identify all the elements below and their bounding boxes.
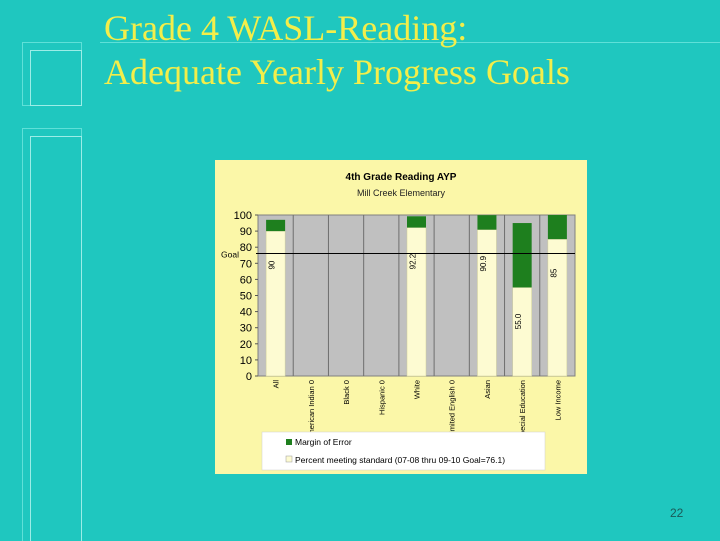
y-tick-label: 90: [240, 226, 252, 238]
chart-container: 4th Grade Reading AYP Mill Creek Elementa…: [215, 160, 587, 474]
page-number: 22: [670, 506, 684, 520]
slide-title-line-2: Adequate Yearly Progress Goals: [104, 52, 570, 92]
x-tick-label: Special Education: [518, 380, 527, 440]
bar-percent-meeting: [547, 238, 568, 377]
bar-percent-meeting: [477, 229, 497, 377]
bar-margin-of-error: [266, 219, 286, 232]
bar-percent-meeting: [265, 230, 286, 377]
legend-box: [261, 431, 546, 471]
data-label: 90: [268, 260, 277, 269]
slide-title: Grade 4 WASL-Reading: Adequate Yearly Pr…: [104, 6, 704, 94]
legend-swatch-percent-meeting: [285, 455, 293, 463]
ayp-bar-chart: 4th Grade Reading AYP Mill Creek Elementa…: [221, 172, 576, 471]
x-tick-label: Limited English 0: [448, 380, 457, 437]
bar-percent-meeting: [406, 227, 427, 377]
decorative-frame-inner: [30, 50, 82, 106]
y-tick-label: 60: [240, 274, 252, 286]
y-tick-label: 100: [234, 210, 252, 222]
y-tick-label: 40: [240, 307, 252, 319]
decorative-line: [100, 42, 720, 43]
x-tick-label: Low Income: [553, 380, 562, 420]
x-tick-label: Black 0: [342, 380, 351, 405]
bar-margin-of-error: [547, 215, 567, 240]
bar-percent-meeting: [512, 287, 532, 377]
goal-label: Goal: [221, 249, 239, 259]
x-tick-label: White: [413, 380, 422, 399]
legend-label-margin-of-error: Margin of Error: [295, 437, 352, 447]
chart-title: 4th Grade Reading AYP: [346, 172, 457, 183]
y-tick-label: 80: [240, 242, 252, 254]
data-label: 85: [549, 268, 558, 277]
slide-title-line-1: Grade 4 WASL-Reading:: [104, 8, 468, 48]
chart-subtitle: Mill Creek Elementary: [357, 188, 446, 198]
decorative-frame-inner: [30, 136, 82, 541]
x-tick-label: All: [272, 380, 281, 389]
data-label: 55.0: [514, 313, 523, 329]
x-tick-label: American Indian 0: [307, 380, 316, 440]
y-tick-label: 20: [240, 339, 252, 351]
y-tick-label: 50: [240, 291, 252, 303]
legend-label-percent-meeting: Percent meeting standard (07-08 thru 09-…: [295, 455, 505, 465]
bar-margin-of-error: [477, 215, 497, 230]
x-tick-label: Hispanic 0: [377, 380, 386, 415]
bar-margin-of-error: [512, 223, 532, 288]
y-tick-label: 0: [246, 371, 252, 383]
y-tick-label: 30: [240, 323, 252, 335]
y-tick-label: 70: [240, 258, 252, 270]
bar-margin-of-error: [407, 216, 426, 228]
data-label: 90.9: [479, 255, 488, 271]
x-tick-label: Asian: [483, 380, 492, 399]
y-tick-label: 10: [240, 355, 252, 367]
data-label: 92.2: [409, 253, 418, 269]
legend-swatch-margin-of-error: [286, 439, 292, 445]
